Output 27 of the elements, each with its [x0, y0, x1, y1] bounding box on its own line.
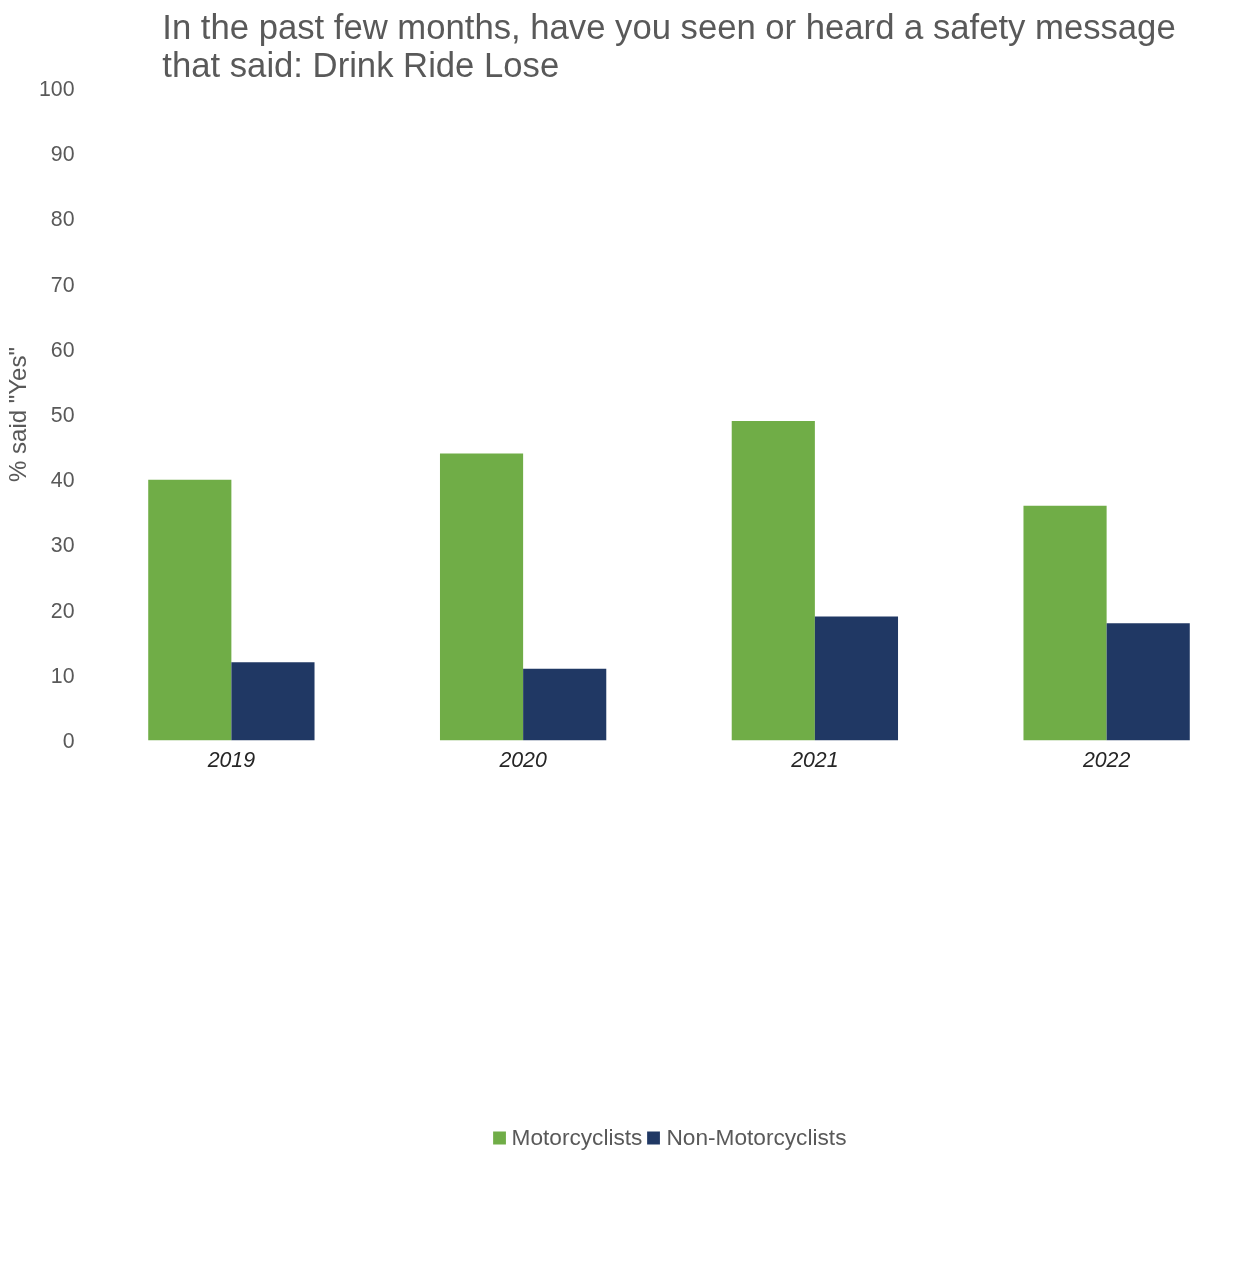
y-tick-label: 70: [50, 272, 75, 297]
y-tick-label: 100: [38, 77, 75, 101]
y-tick-label: 0: [62, 729, 75, 753]
y-tick-label: 20: [50, 598, 75, 623]
bar: [814, 616, 899, 741]
x-tick-label: 2019: [206, 747, 256, 772]
y-tick-label: 40: [50, 468, 75, 493]
bar: [731, 421, 815, 741]
bar: [148, 479, 232, 741]
chart-title: In the past few months, have you seen or heard a safety message that said: Drink Ride Lose: [162, 7, 1176, 84]
y-tick-label: 60: [50, 337, 75, 362]
y-tick-label: 50: [50, 403, 75, 427]
x-tick-label: 2020: [498, 747, 547, 772]
y-axis-title: % said "Yes": [3, 347, 31, 482]
bar: [1106, 623, 1190, 741]
legend-label: Motorcyclists: [511, 1123, 643, 1151]
y-tick-label: 10: [50, 663, 75, 688]
bar: [439, 453, 524, 741]
x-tick-label: 2021: [790, 747, 839, 772]
y-tick-label: 80: [50, 207, 75, 232]
legend-label: Non-Motorcyclists: [666, 1123, 847, 1151]
bar: [231, 662, 315, 741]
y-tick-label: 90: [50, 142, 75, 167]
x-tick-label: 2022: [1081, 747, 1131, 772]
bar: [523, 668, 607, 741]
y-tick-label: 30: [50, 533, 75, 558]
bar: [1023, 505, 1107, 741]
